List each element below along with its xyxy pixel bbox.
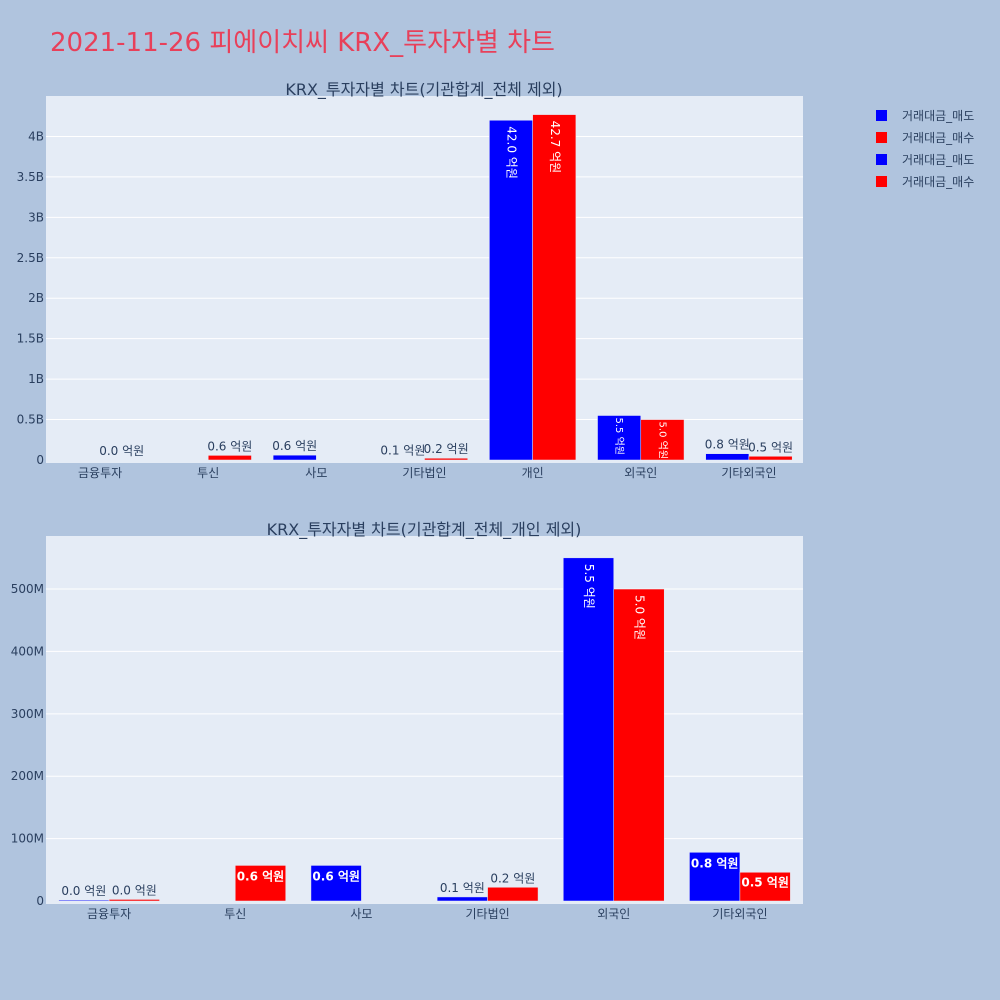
chart1-data-label: 0.6 억원 (207, 439, 252, 453)
chart2-data-label: 0.0 억원 (112, 883, 157, 897)
chart1-data-label: 42.0 억원 (505, 126, 519, 179)
legend-swatch-buy-2 (876, 175, 887, 187)
chart2-data-label: 5.0 억원 (632, 595, 646, 640)
chart2-bar-sell (58, 899, 110, 902)
chart2-bar-buy (108, 899, 160, 902)
legend-item-buy-2[interactable]: 거래대금_매수 (876, 170, 974, 192)
chart1-ytick-label: 2B (28, 291, 44, 305)
chart1-ytick-label: 1B (28, 372, 44, 386)
chart2-data-label: 0.6 억원 (237, 869, 285, 883)
chart2-data-label: 0.5 억원 (741, 875, 789, 889)
chart1-ytick-label: 0.5B (17, 413, 44, 427)
legend-swatch-sell (876, 109, 887, 121)
chart1-data-label: 0.2 억원 (424, 442, 469, 456)
chart1-xtick-label: 금융투자 (78, 466, 122, 480)
chart1-ytick-label: 0 (36, 453, 44, 467)
legend-label-buy: 거래대금_매수 (902, 130, 975, 145)
legend-item-sell[interactable]: 거래대금_매도 (876, 104, 974, 126)
chart1-xtick-label: 기타외국인 (721, 466, 776, 480)
chart2-xtick-label: 금융투자 (87, 907, 131, 921)
chart1-bar-buy (424, 457, 469, 461)
legend-item-buy[interactable]: 거래대금_매수 (876, 126, 974, 148)
chart2-bar-buy (487, 887, 539, 902)
chart2-ytick-label: 300M (11, 707, 44, 721)
chart2-data-label: 0.2 억원 (490, 871, 535, 885)
chart1-ytick-label: 3B (28, 210, 44, 224)
chart1-bar-sell (489, 120, 533, 461)
chart2-ytick-label: 500M (11, 582, 44, 596)
chart1-bar-buy (532, 114, 577, 461)
chart2-xtick-label: 사모 (350, 907, 372, 921)
page-title: 2021-11-26 피에이치씨 KRX_투자자별 차트 (50, 28, 555, 58)
chart1-bar-buy (640, 419, 685, 461)
chart2-bar-buy (613, 588, 665, 902)
legend-swatch-sell-2 (876, 153, 887, 165)
chart2-bar-sell (563, 557, 614, 902)
chart2-bar-sell (436, 896, 488, 902)
chart1-xtick-label: 외국인 (624, 466, 657, 480)
legend-item-sell-2[interactable]: 거래대금_매도 (876, 148, 974, 170)
chart2-ytick-label: 100M (11, 832, 44, 846)
chart1-bar-sell (272, 454, 317, 461)
legend-label-sell-2: 거래대금_매도 (902, 152, 975, 167)
chart1-xtick-label: 사모 (305, 466, 327, 480)
chart2-title: KRX_투자자별 차트(기관합계_전체_개인 제외) (267, 520, 582, 540)
chart1-ytick-label: 4B (28, 129, 44, 143)
chart1-data-label: 0.1 억원 (380, 444, 425, 458)
chart1-bar-buy (748, 456, 793, 461)
chart1-data-label: 5.0 억원 (656, 422, 668, 459)
chart2-xtick-label: 외국인 (597, 907, 630, 921)
chart2-ytick-label: 0 (36, 894, 44, 908)
chart2-bar-buy (235, 865, 286, 902)
chart2-data-label: 0.8 억원 (691, 856, 739, 870)
chart2-data-label: 5.5 억원 (582, 564, 596, 609)
chart2-data-label: 0.6 억원 (312, 869, 360, 883)
chart1-data-label: 0.0 억원 (99, 444, 144, 458)
legend-label-buy-2: 거래대금_매수 (902, 174, 975, 189)
chart1-data-label: 0.6 억원 (272, 439, 317, 453)
chart2-xtick-label: 기타외국인 (712, 907, 767, 921)
chart1-bar-sell (705, 453, 750, 461)
legend-label-sell: 거래대금_매도 (902, 108, 975, 123)
legend-swatch-buy (876, 131, 887, 143)
chart2-bar-sell (310, 865, 362, 902)
chart1-ytick-label: 3.5B (17, 170, 44, 184)
chart1-data-label: 42.7 억원 (548, 121, 562, 174)
chart2-plot-area (46, 536, 803, 904)
chart1-xtick-label: 기타법인 (402, 466, 446, 480)
chart2-bar-buy (739, 872, 791, 902)
chart1-title: KRX_투자자별 차트(기관합계_전체 제외) (285, 80, 562, 100)
chart2-data-label: 0.1 억원 (440, 881, 485, 895)
chart2-ytick-label: 200M (11, 769, 44, 783)
chart1-data-label: 0.8 억원 (705, 438, 750, 452)
chart2-bar-sell (689, 852, 741, 902)
chart1-xtick-label: 투신 (197, 466, 219, 480)
chart1-ytick-label: 1.5B (17, 332, 44, 346)
chart1-xtick-label: 개인 (522, 466, 544, 480)
chart2-data-label: 0.0 억원 (61, 884, 106, 898)
chart2-ytick-label: 400M (11, 644, 44, 658)
legend[interactable]: 거래대금_매도 거래대금_매수 거래대금_매도 거래대금_매수 (876, 104, 974, 192)
chart1-ytick-label: 2.5B (17, 251, 44, 265)
chart1-data-label: 5.5 억원 (613, 418, 625, 455)
chart1-bar-sell (597, 415, 642, 461)
chart1-plot-area (46, 96, 803, 463)
chart2-xtick-label: 기타법인 (465, 907, 509, 921)
chart2-xtick-label: 투신 (224, 907, 246, 921)
chart1-bar-buy (207, 455, 252, 461)
chart1-data-label: 0.5 억원 (748, 440, 793, 454)
